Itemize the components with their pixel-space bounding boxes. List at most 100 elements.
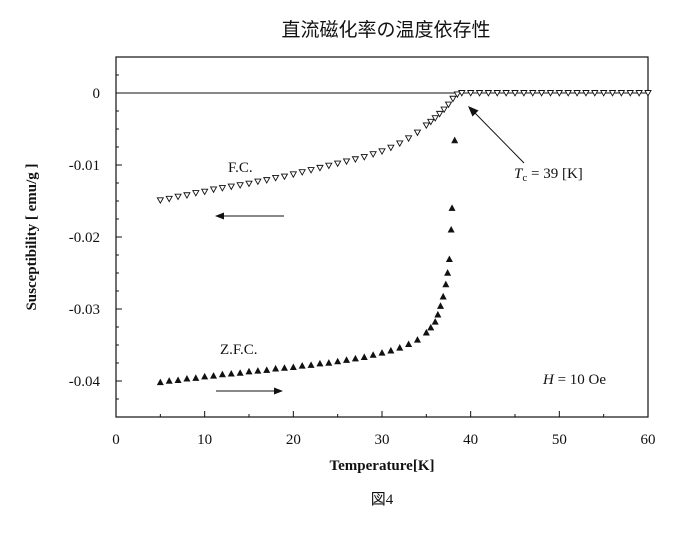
zfc-data-point [210, 372, 218, 379]
fc-data-point [564, 90, 572, 97]
zfc-data-point [427, 323, 435, 331]
fc-data-point [546, 90, 555, 97]
zfc-data-point [444, 269, 452, 276]
zfc-data-point [360, 353, 368, 360]
zfc-data-point [236, 369, 244, 376]
zfc-data-point [413, 336, 421, 343]
x-tick-label: 0 [112, 432, 120, 448]
fc-data-point [608, 90, 617, 97]
zfc-data-point [227, 369, 235, 377]
fc-data-point [262, 177, 271, 184]
y-tick-label: 0 [93, 86, 101, 102]
fc-data-point [528, 90, 537, 97]
x-axis: 0 10 20 30 40 50 60 [112, 411, 656, 448]
zfc-data-point [378, 349, 386, 356]
fc-data-point [422, 122, 431, 130]
fc-data-point [209, 186, 218, 194]
y-tick-label: -0.03 [69, 302, 100, 318]
fc-data-point [431, 115, 439, 122]
fc-data-point [644, 90, 652, 97]
fc-data-point [360, 154, 369, 161]
fc-data-point [591, 90, 599, 97]
fc-data-point [351, 156, 360, 163]
x-axis-title: Temperature[K] [330, 458, 435, 474]
fc-data-point [617, 90, 626, 97]
zfc-data-point [447, 225, 455, 233]
y-axis: 0 -0.01 -0.02 -0.03 -0.04 [69, 56, 122, 418]
zfc-data-point [245, 367, 253, 375]
fc-data-point [475, 90, 484, 97]
fc-data-point [582, 90, 590, 97]
zfc-data-point [351, 354, 359, 362]
figure-caption: 図4 [371, 491, 394, 508]
zfc-data-point [298, 362, 306, 369]
zfc-data-point [307, 361, 315, 368]
zfc-data-point [272, 364, 280, 372]
fc-label: F.C. [228, 160, 253, 176]
fc-data-point [435, 110, 444, 118]
field-annotation: H = 10 Oe [542, 372, 606, 388]
fc-data-point [466, 90, 475, 97]
fc-data-point [200, 188, 209, 196]
tc-annotation: Tc = 39 [K] [514, 166, 583, 184]
x-tick-label: 50 [552, 432, 567, 448]
fc-data-point [440, 106, 448, 114]
zfc-data-point [439, 292, 447, 300]
y-axis-title: Susceptibility [ emu/g ] [24, 163, 40, 310]
fc-data-point [307, 167, 315, 174]
fc-data-point [458, 90, 466, 97]
plot-frame [115, 56, 649, 418]
zfc-data-point [396, 344, 404, 351]
fc-data-point [520, 90, 528, 97]
tc-pointer-arrow [468, 106, 525, 164]
x-tick-label: 10 [197, 432, 212, 448]
zfc-data-point [448, 204, 456, 211]
zfc-data-point [445, 255, 453, 263]
fc-data-point [333, 160, 342, 168]
fc-data-point [635, 90, 643, 97]
fc-data-point [395, 140, 404, 148]
fc-data-point [227, 183, 236, 191]
zfc-data-point [405, 340, 413, 347]
fc-data-point [387, 144, 395, 152]
zfc-data-point [280, 364, 288, 371]
fc-data-point [502, 90, 510, 97]
fc-data-point [218, 185, 227, 192]
fc-data-point [369, 151, 377, 158]
zfc-data-point [156, 378, 164, 386]
fc-data-point [183, 192, 191, 199]
series-1 [156, 136, 459, 386]
zfc-label: Z.F.C. [220, 342, 258, 358]
zfc-data-point [325, 359, 333, 366]
zfc-data-point [343, 356, 351, 363]
fc-data-point [599, 90, 608, 97]
fc-data-point [174, 193, 182, 201]
fc-data-point [444, 101, 453, 109]
fc-data-point [378, 148, 386, 156]
fc-data-point [626, 90, 635, 97]
fc-data-point [289, 171, 298, 179]
fc-data-point [271, 175, 280, 182]
zfc-data-point [174, 376, 182, 383]
zfc-data-point [218, 370, 226, 378]
series-layer [156, 90, 652, 386]
fc-data-point [316, 164, 324, 172]
zfc-data-point [316, 359, 324, 367]
y-tick-label: -0.01 [69, 158, 100, 174]
x-tick-label: 20 [286, 432, 301, 448]
fc-data-point [165, 195, 173, 203]
fc-data-point [298, 169, 306, 176]
x-tick-label: 40 [463, 432, 478, 448]
fc-data-point [325, 162, 333, 170]
zfc-data-point [387, 346, 395, 354]
fc-data-point [413, 129, 422, 137]
zfc-warming-arrow [216, 387, 283, 395]
fc-data-point [245, 180, 253, 188]
x-tick-label: 30 [375, 432, 390, 448]
zfc-data-point [289, 363, 297, 371]
fc-data-point [449, 95, 457, 103]
fc-data-point [493, 90, 502, 97]
zfc-data-point [165, 377, 173, 384]
zfc-data-point [201, 372, 209, 380]
zfc-data-point [437, 302, 445, 309]
